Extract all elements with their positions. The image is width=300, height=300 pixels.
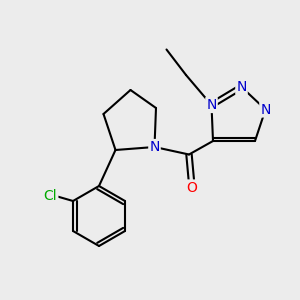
Text: O: O [187,181,197,194]
Text: N: N [236,80,247,94]
Text: Cl: Cl [44,190,57,203]
Text: N: N [260,103,271,116]
Text: N: N [149,140,160,154]
Text: N: N [206,98,217,112]
